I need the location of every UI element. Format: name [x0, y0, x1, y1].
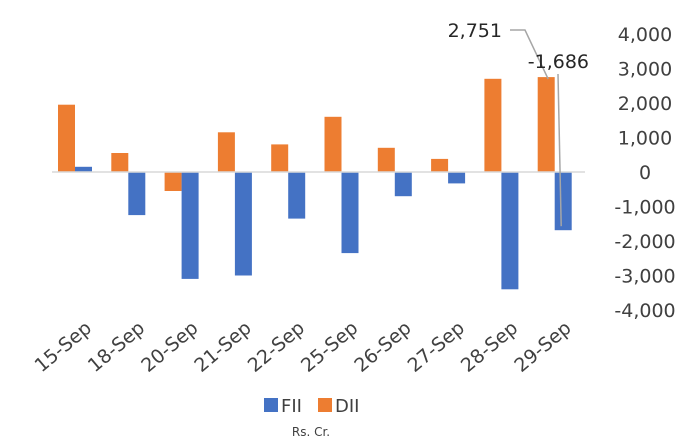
- data-label-dii-29-sep: 2,751: [448, 20, 502, 42]
- x-tick-label: 26-Sep: [350, 317, 415, 377]
- bar-dii-20-sep: [164, 172, 182, 191]
- bar-dii-27-sep: [431, 158, 449, 172]
- x-tick-label: 18-Sep: [84, 317, 149, 377]
- bar-fii-20-sep: [181, 172, 199, 279]
- y-tick-label: 4,000: [618, 24, 672, 46]
- legend-swatch-fii: [264, 398, 278, 412]
- x-tick-label: 27-Sep: [404, 317, 469, 377]
- leader-line-dii: [510, 29, 549, 80]
- bar-fii-27-sep: [448, 172, 466, 184]
- bar-dii-18-sep: [111, 153, 129, 172]
- bar-fii-15-sep: [75, 166, 92, 172]
- y-axis-ticks: 4,000 3,000 2,000 1,000 0 -1,000 -2,000 -3,000 -…: [614, 24, 675, 322]
- y-tick-label: 2,000: [618, 93, 672, 115]
- legend: FII DII: [264, 396, 359, 417]
- y-tick-label: 3,000: [618, 59, 672, 81]
- x-tick-label: 20-Sep: [137, 317, 202, 377]
- y-tick-label: -1,000: [614, 197, 675, 219]
- bar-dii-26-sep: [377, 147, 395, 172]
- bar-dii-29-sep: [537, 77, 555, 172]
- bar-fii-18-sep: [128, 172, 146, 216]
- bar-fii-29-sep: [554, 172, 572, 231]
- bar-dii-21-sep: [217, 132, 235, 172]
- bar-dii-22-sep: [271, 144, 289, 172]
- x-axis-ticks: 15-Sep18-Sep20-Sep21-Sep22-Sep25-Sep26-S…: [31, 317, 576, 377]
- bars-group: [58, 77, 572, 290]
- bar-fii-25-sep: [341, 172, 359, 254]
- x-tick-label: 15-Sep: [31, 317, 96, 377]
- unit-label: Rs. Cr.: [292, 425, 330, 439]
- bar-dii-25-sep: [324, 116, 342, 172]
- x-tick-label: 29-Sep: [510, 317, 575, 377]
- leader-line-fii: [557, 73, 562, 227]
- y-tick-label: 1,000: [618, 128, 672, 150]
- y-tick-label: -3,000: [614, 266, 675, 288]
- bar-fii-26-sep: [394, 172, 412, 197]
- bar-fii-28-sep: [501, 172, 519, 290]
- x-tick-label: 22-Sep: [244, 317, 309, 377]
- y-tick-label: 0: [639, 162, 651, 184]
- legend-swatch-dii: [318, 398, 332, 412]
- x-tick-label: 28-Sep: [457, 317, 522, 377]
- bar-dii-28-sep: [484, 78, 502, 172]
- bar-fii-22-sep: [288, 172, 306, 219]
- bar-dii-15-sep: [58, 104, 75, 172]
- x-tick-label: 21-Sep: [190, 317, 255, 377]
- leader-lines: [510, 29, 562, 227]
- x-tick-label: 25-Sep: [297, 317, 362, 377]
- y-tick-label: -4,000: [614, 300, 675, 322]
- data-label-fii-29-sep: -1,686: [528, 51, 589, 73]
- legend-label-dii: DII: [335, 396, 359, 417]
- legend-label-fii: FII: [281, 396, 302, 417]
- y-tick-label: -2,000: [614, 231, 675, 253]
- bar-fii-21-sep: [234, 172, 252, 276]
